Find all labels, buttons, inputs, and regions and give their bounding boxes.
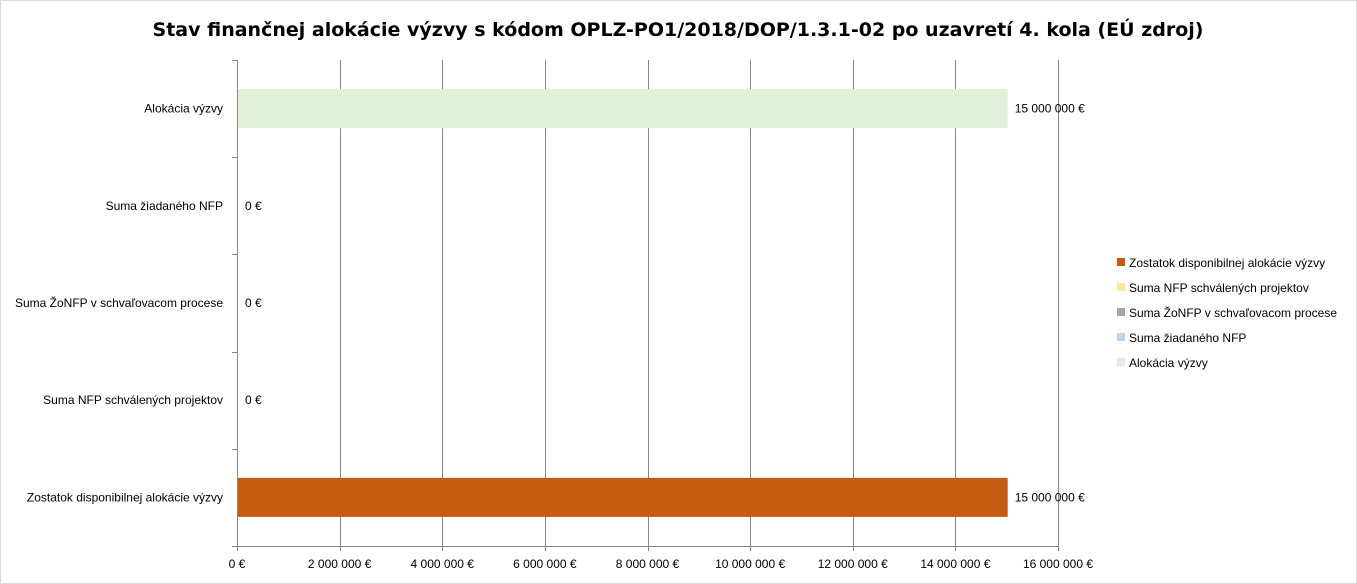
x-tick-label: 16 000 000 € [1023, 557, 1093, 571]
data-label: 15 000 000 € [1015, 102, 1085, 116]
grid-layer [232, 60, 1059, 551]
legend-label: Suma ŽoNFP v schvaľovacom procese [1129, 305, 1337, 320]
legend-label: Alokácia výzvy [1129, 356, 1208, 370]
y-category-label: Suma NFP schválených projektov [43, 393, 223, 407]
legend-swatch [1117, 358, 1125, 366]
legend-swatch [1117, 333, 1125, 341]
bars-layer [238, 89, 1008, 517]
bar [238, 477, 1008, 517]
legend-swatch [1117, 308, 1125, 316]
y-category-label: Suma žiadaného NFP [106, 199, 223, 213]
labels-layer: 0 € 2 000 000 € 4 000 000 € 6 000 000 € 8 00… [15, 102, 1093, 571]
data-label: 0 € [245, 199, 262, 213]
legend-label: Zostatok disponibilnej alokácie výzvy [1129, 256, 1325, 270]
data-label: 0 € [245, 296, 262, 310]
x-tick-label: 2 000 000 € [308, 557, 372, 571]
x-tick-label: 10 000 000 € [715, 557, 785, 571]
bar [238, 89, 1008, 129]
x-tick-label: 14 000 000 € [920, 557, 990, 571]
y-category-label: Alokácia výzvy [144, 102, 223, 116]
y-category-label: Suma ŽoNFP v schvaľovacom procese [15, 295, 223, 310]
legend-label: Suma žiadaného NFP [1129, 331, 1246, 345]
legend-label: Suma NFP schválených projektov [1129, 281, 1309, 295]
x-tick-label: 12 000 000 € [818, 557, 888, 571]
x-tick-label: 8 000 000 € [616, 557, 680, 571]
x-tick-label: 4 000 000 € [411, 557, 475, 571]
legend: Zostatok disponibilnej alokácie výzvy Sum… [1117, 256, 1337, 370]
chart-title: Stav finančnej alokácie výzvy s kódom OP… [153, 17, 1204, 41]
x-tick-label: 6 000 000 € [513, 557, 577, 571]
legend-swatch [1117, 283, 1125, 291]
legend-swatch [1117, 258, 1125, 266]
x-tick-label: 0 € [229, 557, 246, 571]
data-label: 15 000 000 € [1015, 490, 1085, 504]
y-category-label: Zostatok disponibilnej alokácie výzvy [27, 490, 223, 504]
data-label: 0 € [245, 393, 262, 407]
